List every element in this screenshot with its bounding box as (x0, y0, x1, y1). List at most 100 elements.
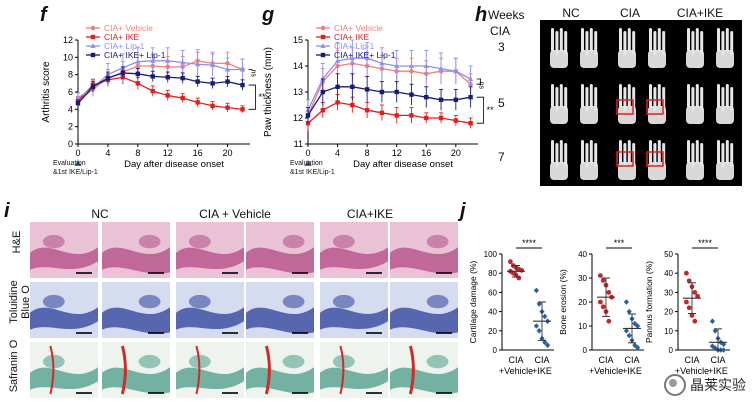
significance-bracket (476, 78, 482, 85)
digit-bone (559, 28, 563, 52)
micro-ct-cell (616, 140, 666, 180)
digit-bone (691, 143, 695, 167)
digit-bone (725, 140, 729, 164)
data-point (709, 318, 715, 324)
x-category-label: +IKE (622, 366, 642, 376)
data-point (409, 92, 414, 97)
significance-label: *** (614, 238, 625, 248)
erosion-highlight-box (616, 99, 634, 115)
tissue-region (176, 307, 244, 330)
digit-bone (717, 28, 720, 52)
data-point (626, 332, 632, 339)
legend-label-1: CIA+ IKE (334, 32, 370, 42)
significance-bracket (248, 84, 256, 110)
x-axis-label: Day after disease onset (353, 159, 453, 170)
data-point (335, 84, 340, 89)
tissue-structure (426, 234, 449, 249)
y-tick-label: 12 (293, 113, 303, 123)
y-tick-label: 12 (63, 35, 73, 45)
tissue-structure (188, 294, 211, 309)
digit-bone (585, 87, 589, 111)
data-point (468, 121, 473, 126)
legend-marker (90, 43, 96, 48)
data-point (350, 102, 355, 108)
data-point (165, 93, 170, 98)
data-point (75, 95, 81, 101)
h-week-5: 5 (498, 96, 505, 110)
h-week-3: 3 (498, 40, 505, 54)
digit-bone (559, 84, 563, 108)
digit-bone (657, 84, 661, 108)
digit-bone (653, 87, 657, 111)
digit-bone (627, 84, 631, 108)
y-tick-label: 2 (68, 122, 73, 132)
data-point (334, 58, 341, 63)
legend-marker (90, 52, 96, 58)
digit-bone (725, 84, 729, 108)
tissue-region (320, 247, 388, 270)
digit-bone (695, 84, 699, 108)
x-tick-label: 12 (163, 148, 173, 158)
erosion-highlight-box (616, 151, 634, 167)
data-point (606, 290, 612, 295)
watermark: 晶莱实验 (664, 374, 746, 396)
evaluation-arrow-icon (74, 160, 82, 166)
data-point (225, 105, 230, 110)
series-line-1 (307, 101, 471, 124)
tissue-structure (282, 234, 305, 249)
panel-letter-g: g (262, 4, 275, 26)
tissue-region (30, 307, 98, 330)
histology-image (102, 282, 170, 338)
legend-label-3: CIA+ IKE+ Lip-1 (334, 50, 396, 60)
legend-marker (320, 25, 326, 31)
data-point (195, 61, 201, 67)
legend-label-0: CIA+ Vehicle (104, 23, 153, 33)
data-point (320, 108, 325, 113)
paw-bone (580, 162, 598, 180)
data-point (409, 113, 414, 118)
digit-bone (581, 140, 584, 164)
data-point (438, 115, 444, 121)
digit-bone (730, 143, 734, 167)
erosion-highlight-box (646, 151, 664, 167)
data-point (135, 81, 141, 86)
tissue-structure (332, 294, 355, 309)
digit-bone (564, 31, 568, 55)
h-col-cia: CIA (619, 6, 640, 20)
tissue-region (176, 367, 244, 390)
tissue-structure (138, 354, 161, 369)
data-point (689, 313, 695, 318)
panel-letter-j: j (460, 200, 466, 222)
histology-image (390, 222, 458, 278)
series-line-3 (77, 72, 243, 104)
y-tick-label: 0 (583, 346, 588, 355)
erosion-highlight-box (646, 99, 664, 115)
digit-bone (627, 28, 631, 52)
paw-bone (686, 50, 704, 68)
digit-bone (700, 143, 704, 167)
y-axis-label: Cartilage damage (%) (468, 260, 478, 343)
data-point (394, 63, 400, 68)
x-category-label: +Vehicle (589, 366, 623, 376)
data-point (394, 89, 399, 95)
data-point (438, 97, 444, 102)
y-tick-label: 13 (293, 87, 303, 97)
digit-bone (585, 31, 589, 55)
data-point (180, 59, 186, 65)
digit-bone (551, 140, 554, 164)
data-point (379, 60, 385, 66)
data-point (335, 100, 340, 105)
paw-bone (716, 106, 734, 124)
data-point (150, 58, 156, 63)
x-tick-label: 16 (421, 148, 431, 158)
evaluation-label-f-line2: &1st IKE/Lip-1 (53, 169, 98, 176)
y-tick-label: 20 (664, 308, 673, 317)
data-point (364, 55, 370, 61)
x-tick-label: 0 (75, 148, 80, 158)
data-point (542, 313, 548, 320)
paw-bone (716, 162, 734, 180)
digit-bone (589, 140, 593, 164)
legend-label-0: CIA+ Vehicle (334, 23, 383, 33)
histology-image (176, 282, 244, 338)
digit-bone (691, 87, 695, 111)
